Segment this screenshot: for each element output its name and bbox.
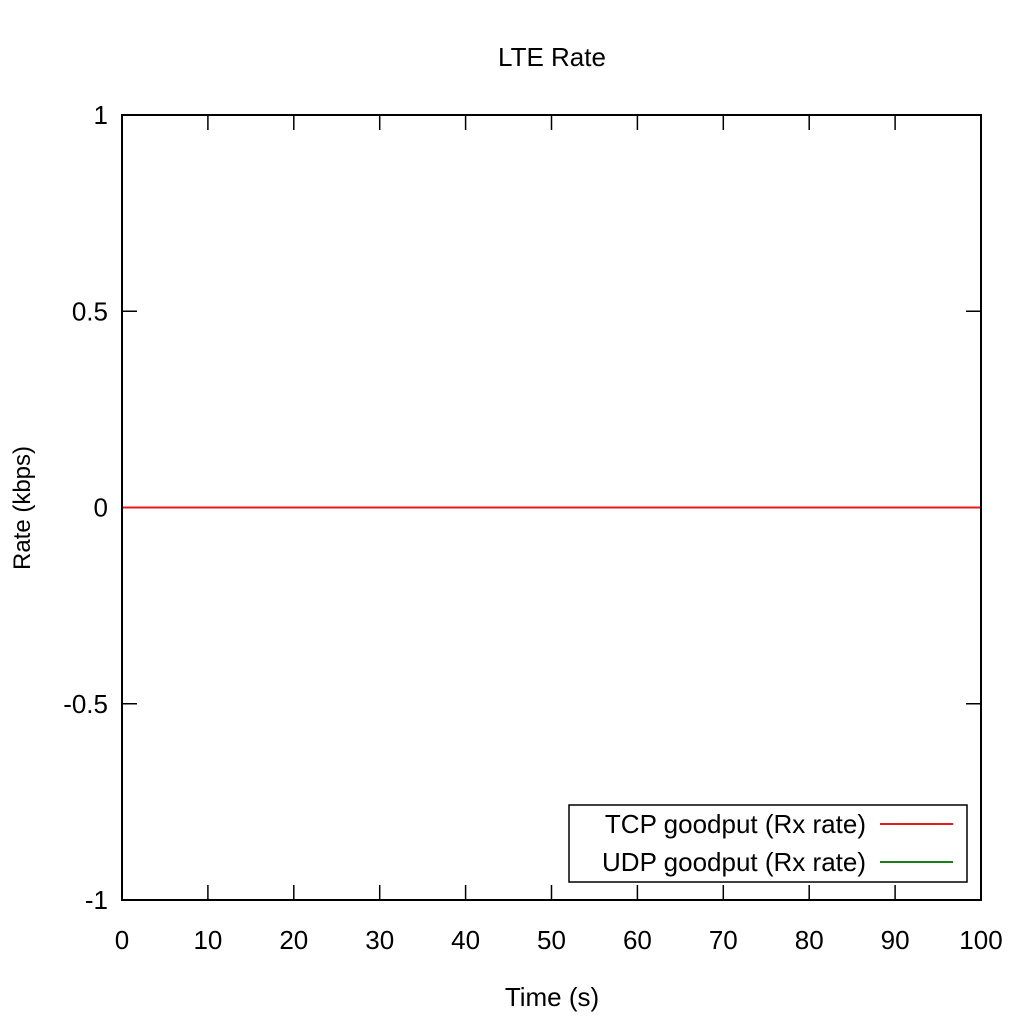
x-tick-label: 90 bbox=[881, 925, 910, 955]
x-tick-label: 60 bbox=[623, 925, 652, 955]
x-tick-label: 30 bbox=[365, 925, 394, 955]
ticks: 0 10 20 30 40 50 60 70 80 90 100 -1 -0.5 0 0.5 1 bbox=[63, 100, 1003, 955]
y-axis-label: Rate (kbps) bbox=[9, 446, 36, 570]
x-tick-label: 20 bbox=[279, 925, 308, 955]
y-tick-label: 0.5 bbox=[72, 296, 108, 326]
x-tick-label: 50 bbox=[537, 925, 566, 955]
y-tick-label: -0.5 bbox=[63, 689, 108, 719]
legend-entry-label: UDP goodput (Rx rate) bbox=[602, 847, 866, 877]
x-tick-label: 10 bbox=[193, 925, 222, 955]
x-tick-label: 70 bbox=[709, 925, 738, 955]
plot-border bbox=[121, 114, 982, 901]
legend-entry-label: TCP goodput (Rx rate) bbox=[605, 809, 866, 839]
x-tick-label: 0 bbox=[115, 925, 129, 955]
legend-box bbox=[568, 804, 968, 883]
legend: TCP goodput (Rx rate) UDP goodput (Rx rat… bbox=[568, 804, 968, 883]
chart-title: LTE Rate bbox=[498, 42, 606, 72]
y-tick-label: 0 bbox=[94, 493, 108, 523]
y-tick-label: -1 bbox=[85, 885, 108, 915]
x-tick-label: 80 bbox=[795, 925, 824, 955]
x-tick-label: 100 bbox=[959, 925, 1002, 955]
x-tick-label: 40 bbox=[451, 925, 480, 955]
x-axis-label: Time (s) bbox=[505, 982, 599, 1012]
y-tick-label: 1 bbox=[94, 100, 108, 130]
